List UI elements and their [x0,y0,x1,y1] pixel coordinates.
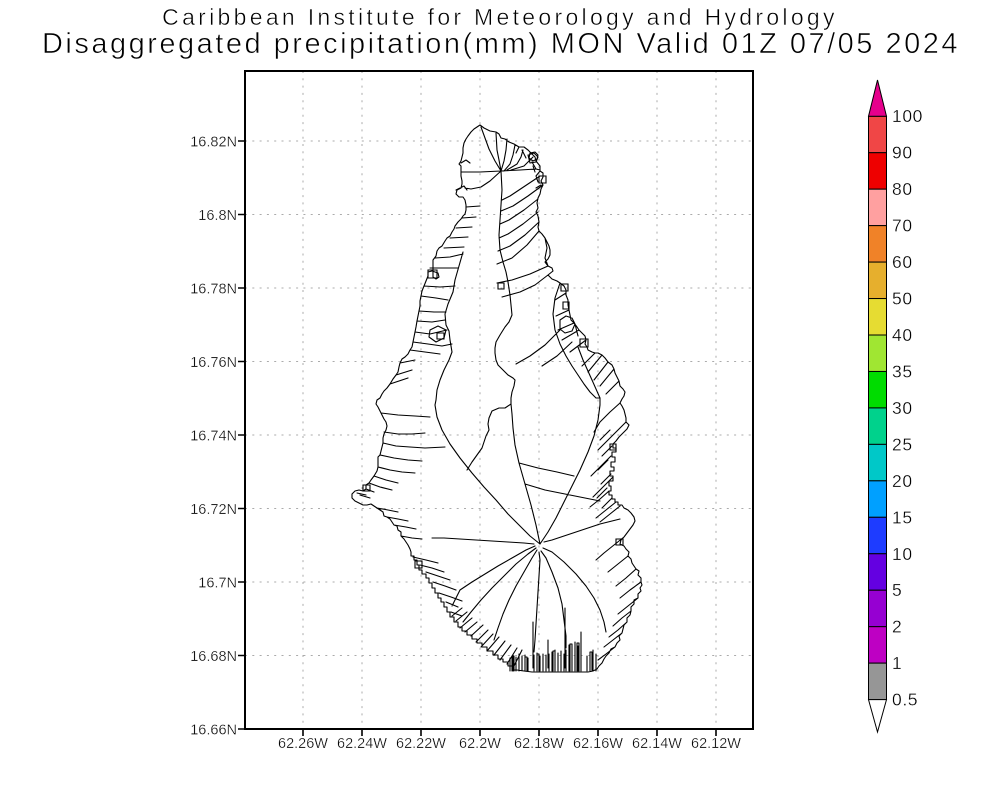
svg-text:16.8N: 16.8N [198,208,237,224]
svg-text:80: 80 [892,179,913,199]
svg-text:62.16W: 62.16W [573,736,623,752]
svg-text:15: 15 [892,507,913,527]
svg-text:16.74N: 16.74N [190,429,237,445]
svg-text:50: 50 [892,289,913,309]
svg-text:40: 40 [892,325,913,345]
svg-text:90: 90 [892,143,913,163]
svg-text:70: 70 [892,216,913,236]
svg-text:16.82N: 16.82N [190,135,237,151]
svg-text:16.78N: 16.78N [190,282,237,298]
svg-text:100: 100 [892,106,923,126]
svg-text:16.66N: 16.66N [190,723,237,739]
svg-text:Disaggregated precipitation(mm: Disaggregated precipitation(mm) MON Vali… [42,28,960,60]
svg-text:5: 5 [892,580,902,600]
svg-text:62.12W: 62.12W [691,736,741,752]
svg-text:16.72N: 16.72N [190,502,237,518]
svg-text:0.5: 0.5 [892,690,918,710]
svg-text:62.18W: 62.18W [514,736,564,752]
svg-text:Caribbean Institute for Meteor: Caribbean Institute for Meteorology and … [162,4,838,30]
svg-text:10: 10 [892,544,913,564]
svg-text:2: 2 [892,617,902,637]
svg-text:20: 20 [892,471,913,491]
svg-text:25: 25 [892,434,913,454]
svg-text:16.7N: 16.7N [198,576,237,592]
svg-text:62.14W: 62.14W [632,736,682,752]
svg-text:62.2W: 62.2W [459,736,501,752]
svg-text:60: 60 [892,252,913,272]
svg-text:35: 35 [892,362,913,382]
svg-text:62.24W: 62.24W [337,736,387,752]
svg-text:30: 30 [892,398,913,418]
svg-text:1: 1 [892,653,902,673]
svg-text:16.76N: 16.76N [190,355,237,371]
svg-text:16.68N: 16.68N [190,649,237,665]
svg-text:62.22W: 62.22W [396,736,446,752]
svg-text:62.26W: 62.26W [278,736,328,752]
